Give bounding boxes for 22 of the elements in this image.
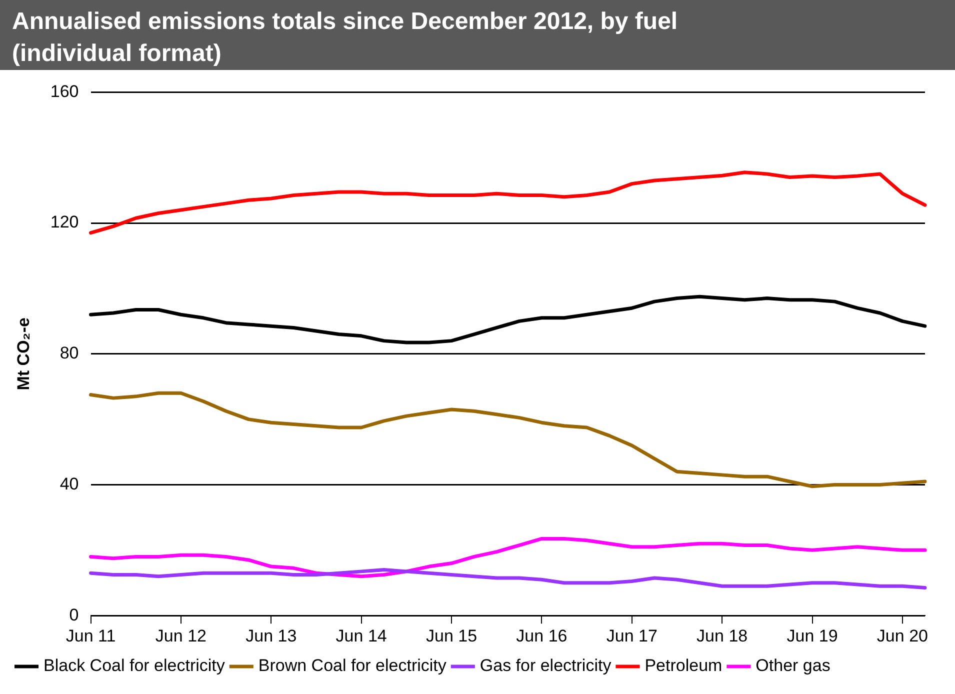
x-tick-label: Jun 12 xyxy=(155,626,206,646)
y-axis-title: Mt CO₂-e xyxy=(14,318,33,390)
chart-title: Annualised emissions totals since December 2012, by fuel (individual format) xyxy=(0,0,955,70)
x-tick-label: Jun 16 xyxy=(516,626,568,646)
x-tick-label: Jun 17 xyxy=(606,626,658,646)
legend-label: Brown Coal for electricity xyxy=(258,656,447,676)
x-tick-label: Jun 19 xyxy=(786,626,838,646)
y-tick-label: 0 xyxy=(69,605,79,624)
x-tick-label: Jun 20 xyxy=(876,626,928,646)
x-tick-label: Jun 13 xyxy=(246,626,297,646)
legend-label: Petroleum xyxy=(644,656,722,676)
y-tick-label: 80 xyxy=(60,344,79,363)
y-tick-label: 160 xyxy=(50,82,79,101)
x-tick-label: Jun 15 xyxy=(426,626,478,646)
x-tick-label: Jun 18 xyxy=(696,626,748,646)
y-tick-label: 120 xyxy=(50,212,79,232)
legend-label: Other gas xyxy=(756,656,830,676)
x-tick-label: Jun 11 xyxy=(66,626,116,646)
legend-label: Black Coal for electricity xyxy=(44,656,226,676)
legend-label: Gas for electricity xyxy=(480,656,612,676)
x-tick-label: Jun 14 xyxy=(336,626,387,646)
y-tick-label: 40 xyxy=(60,474,79,494)
